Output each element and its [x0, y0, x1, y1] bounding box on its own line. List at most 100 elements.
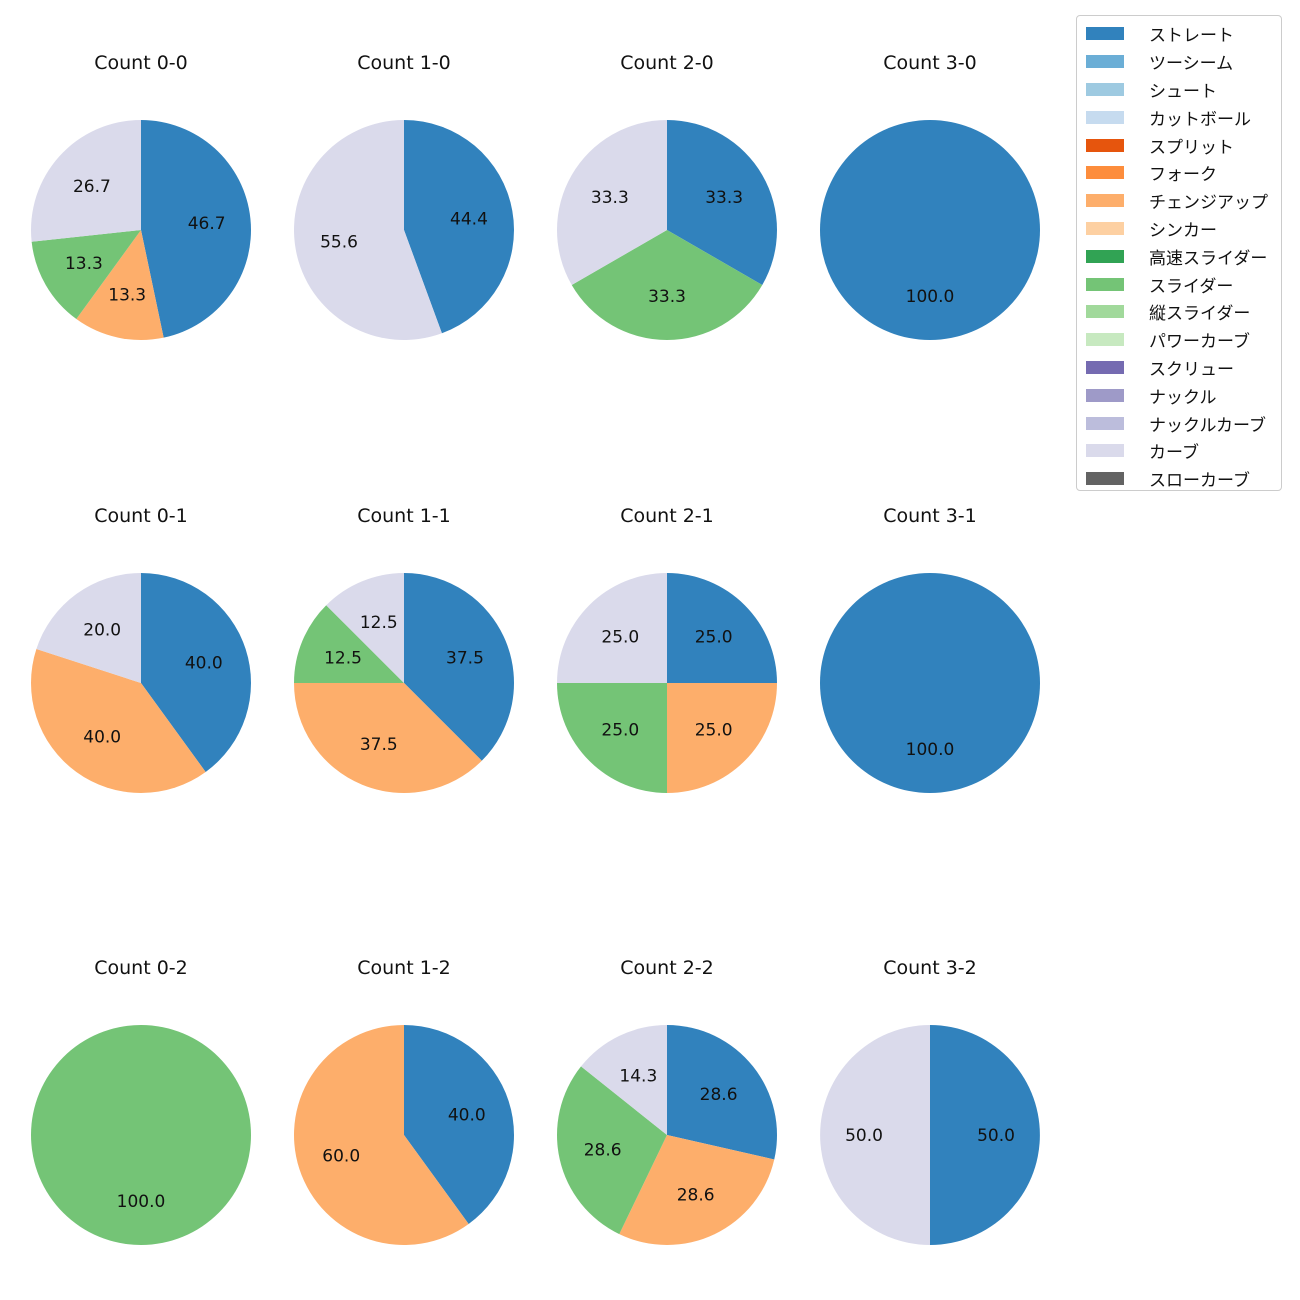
pie-slice	[141, 120, 251, 338]
legend-label: 縦スライダー	[1149, 304, 1251, 325]
pie-title: Count 0-0	[94, 52, 188, 74]
pie-slice	[404, 120, 514, 334]
slice-label: 46.7	[188, 214, 226, 234]
legend-swatch	[1086, 166, 1124, 180]
legend-label: スプリット	[1149, 137, 1234, 158]
legend-label: パワーカーブ	[1149, 332, 1250, 353]
slice-label: 13.3	[108, 286, 146, 306]
slice-label: 25.0	[601, 721, 639, 741]
slice-label: 100.0	[117, 1192, 166, 1212]
pie-slice	[557, 683, 667, 793]
legend-item: スクリュー	[1077, 354, 1281, 382]
legend-item: カットボール	[1077, 103, 1281, 131]
pie-slice	[820, 120, 1040, 340]
legend-swatch	[1086, 82, 1124, 96]
legend-label: シンカー	[1149, 220, 1217, 241]
slice-label: 28.6	[584, 1141, 622, 1161]
slice-label: 40.0	[83, 727, 121, 747]
pie-slice	[667, 683, 777, 793]
pie-slice	[557, 573, 667, 683]
legend-swatch	[1086, 27, 1124, 41]
pie-count-3-1: Count 3-1 100.0	[820, 505, 1040, 793]
pie-slice	[556, 1066, 667, 1235]
legend-item: 縦スライダー	[1077, 298, 1281, 326]
pie-count-2-1: Count 2-1 25.0 25.0 25.0 25.0	[557, 505, 777, 793]
slice-label: 33.3	[648, 287, 686, 307]
legend-label: チェンジアップ	[1149, 193, 1268, 214]
pie-title: Count 0-2	[94, 957, 188, 979]
pie-slice	[30, 120, 142, 242]
pie-title: Count 3-2	[883, 957, 977, 979]
pie-title: Count 1-1	[357, 505, 451, 527]
legend-item: スローカーブ	[1077, 465, 1281, 493]
legend-swatch	[1086, 305, 1124, 319]
slice-label: 50.0	[845, 1126, 883, 1146]
legend-label: スライダー	[1149, 276, 1234, 297]
slice-label: 50.0	[977, 1126, 1015, 1146]
legend-swatch	[1086, 221, 1124, 235]
legend-swatch	[1086, 472, 1124, 486]
pie-slice	[580, 1025, 667, 1135]
pie-slice	[293, 1025, 469, 1246]
pie-title: Count 2-1	[620, 505, 714, 527]
slice-label: 12.5	[360, 613, 398, 633]
pie-slice	[820, 1025, 930, 1245]
slice-label: 25.0	[601, 627, 639, 647]
legend-item: チェンジアップ	[1077, 187, 1281, 215]
slice-label: 100.0	[906, 740, 955, 760]
legend-item: カーブ	[1077, 437, 1281, 465]
legend-label: カットボール	[1149, 109, 1251, 130]
legend-item: ストレート	[1077, 20, 1281, 48]
pie-slice	[667, 573, 777, 683]
slice-label: 25.0	[695, 627, 733, 647]
legend-label: スローカーブ	[1149, 471, 1250, 492]
pie-title: Count 0-1	[94, 505, 188, 527]
legend-swatch	[1086, 388, 1124, 402]
pie-slice	[404, 1025, 514, 1224]
slice-label: 12.5	[324, 649, 362, 669]
legend-item: 高速スライダー	[1077, 242, 1281, 270]
legend-label: ツーシーム	[1149, 54, 1234, 75]
pie-slice	[294, 120, 442, 340]
pie-slice	[820, 573, 1040, 793]
slice-label: 60.0	[322, 1146, 360, 1166]
slice-label: 37.5	[360, 735, 398, 755]
legend: ストレートツーシーム シュートカットボール スプリット フォークチェンジアップ シンカー…	[1076, 15, 1282, 491]
pie-slice	[76, 230, 164, 340]
pie-title: Count 3-1	[883, 505, 977, 527]
legend-label: スクリュー	[1149, 359, 1234, 380]
pie-title: Count 1-0	[357, 52, 451, 74]
pie-slice	[31, 230, 141, 319]
pie-slice	[619, 1135, 775, 1245]
legend-item: スプリット	[1077, 131, 1281, 159]
pie-count-2-0: Count 2-0 33.3 33.3 33.3	[556, 52, 777, 341]
pie-slice	[294, 683, 482, 793]
pie-count-0-1: Count 0-1 40.0 40.0 20.0	[30, 505, 252, 793]
legend-label: ナックルカーブ	[1149, 415, 1266, 436]
legend-swatch	[1086, 416, 1124, 430]
legend-item: シュート	[1077, 76, 1281, 104]
slice-label: 13.3	[65, 254, 103, 274]
slice-label: 55.6	[320, 233, 358, 253]
legend-item: フォーク	[1077, 159, 1281, 187]
legend-swatch	[1086, 277, 1124, 291]
pie-slice	[294, 605, 404, 683]
legend-item: パワーカーブ	[1077, 326, 1281, 354]
slice-label: 20.0	[83, 621, 121, 641]
pie-slice	[141, 573, 252, 772]
legend-label: ストレート	[1149, 26, 1234, 47]
pie-count-0-0: Count 0-0 46.7 13.313.3 26.7	[30, 52, 251, 340]
pie-slice	[326, 573, 404, 683]
pie-slice	[556, 120, 667, 285]
legend-label: ナックル	[1149, 387, 1217, 408]
legend-item: ナックルカーブ	[1077, 409, 1281, 437]
legend-swatch	[1086, 333, 1124, 347]
slice-label: 37.5	[446, 649, 484, 669]
slice-label: 28.6	[677, 1185, 715, 1205]
pie-slice	[31, 1025, 251, 1245]
slice-label: 33.3	[591, 188, 629, 208]
slice-label: 44.4	[450, 209, 488, 229]
pie-count-0-2: Count 0-2 100.0	[31, 957, 251, 1245]
slice-label: 33.3	[705, 188, 743, 208]
slice-label: 40.0	[185, 654, 223, 674]
